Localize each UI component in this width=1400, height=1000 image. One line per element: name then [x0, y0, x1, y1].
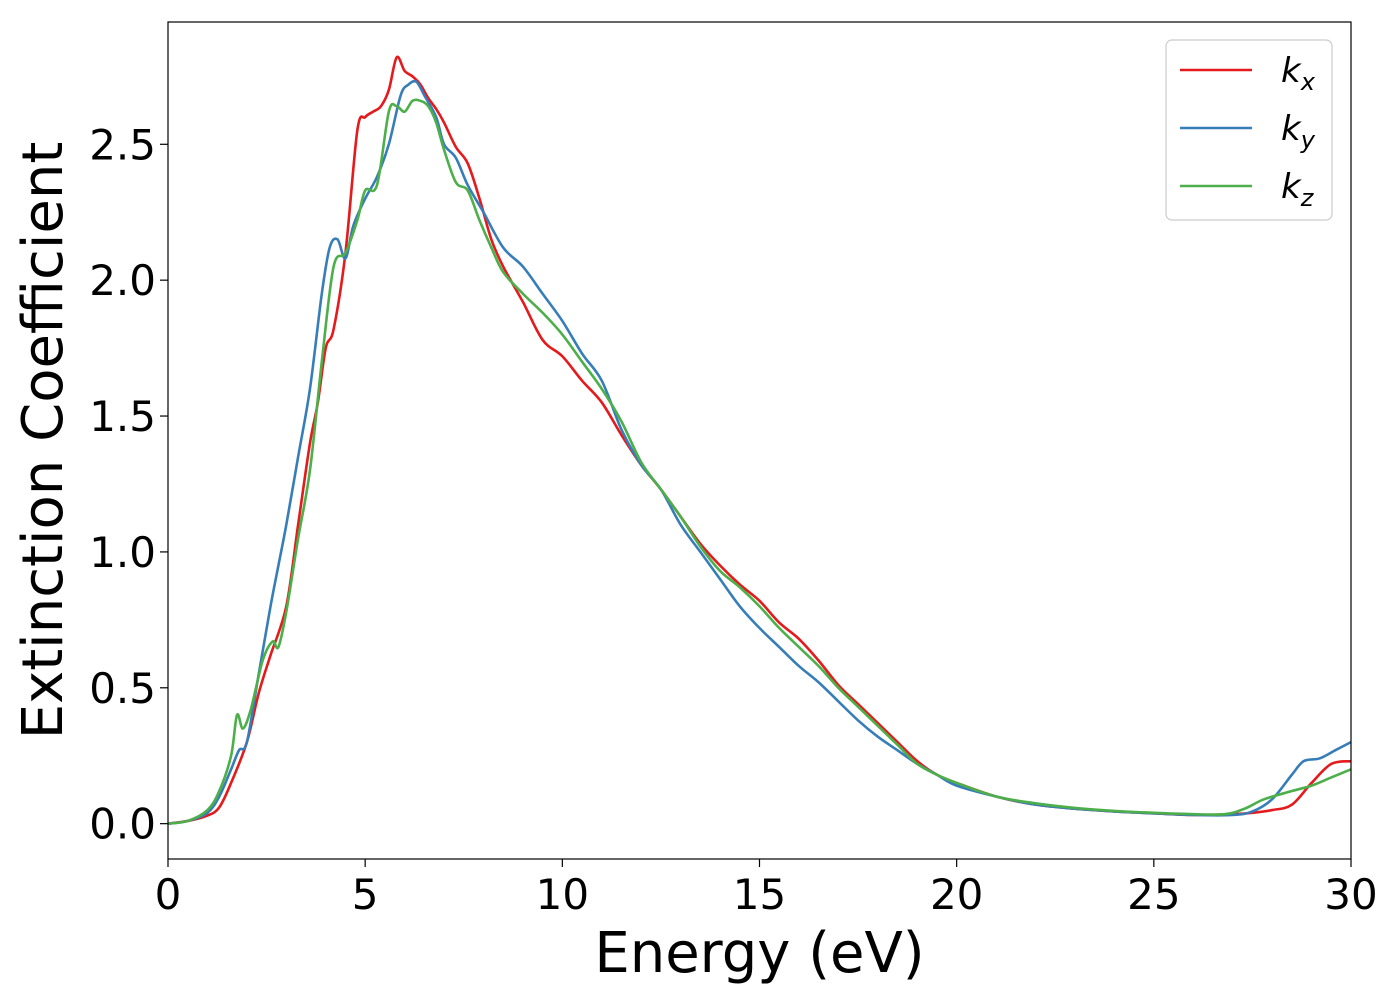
- y-tick-label: 0.0: [89, 800, 156, 849]
- x-tick-label: 0: [155, 870, 182, 919]
- y-tick-label: 1.0: [89, 528, 156, 577]
- y-tick-label: 1.5: [89, 392, 156, 441]
- x-axis-title: Energy (eV): [594, 921, 924, 986]
- series-line-kz: [167, 98, 1352, 825]
- ticks-layer: 0 5 10 15 20 25 30 0.0 0.5 1.0 1.5 2.0 2.5: [89, 120, 1378, 919]
- x-tick-label: 15: [733, 870, 786, 919]
- y-axis-title: Extinction Coefficient: [11, 142, 76, 740]
- legend-box: [1165, 39, 1333, 221]
- x-tick-label: 30: [1324, 870, 1377, 919]
- y-tick-label: 0.5: [89, 664, 156, 713]
- x-tick-label: 25: [1127, 870, 1180, 919]
- x-tick-label: 20: [930, 870, 983, 919]
- x-tick-label: 5: [352, 870, 379, 919]
- x-tick-label: 10: [536, 870, 589, 919]
- y-tick-label: 2.0: [89, 256, 156, 305]
- series-layer: [167, 55, 1352, 825]
- y-tick-label: 2.5: [89, 120, 156, 169]
